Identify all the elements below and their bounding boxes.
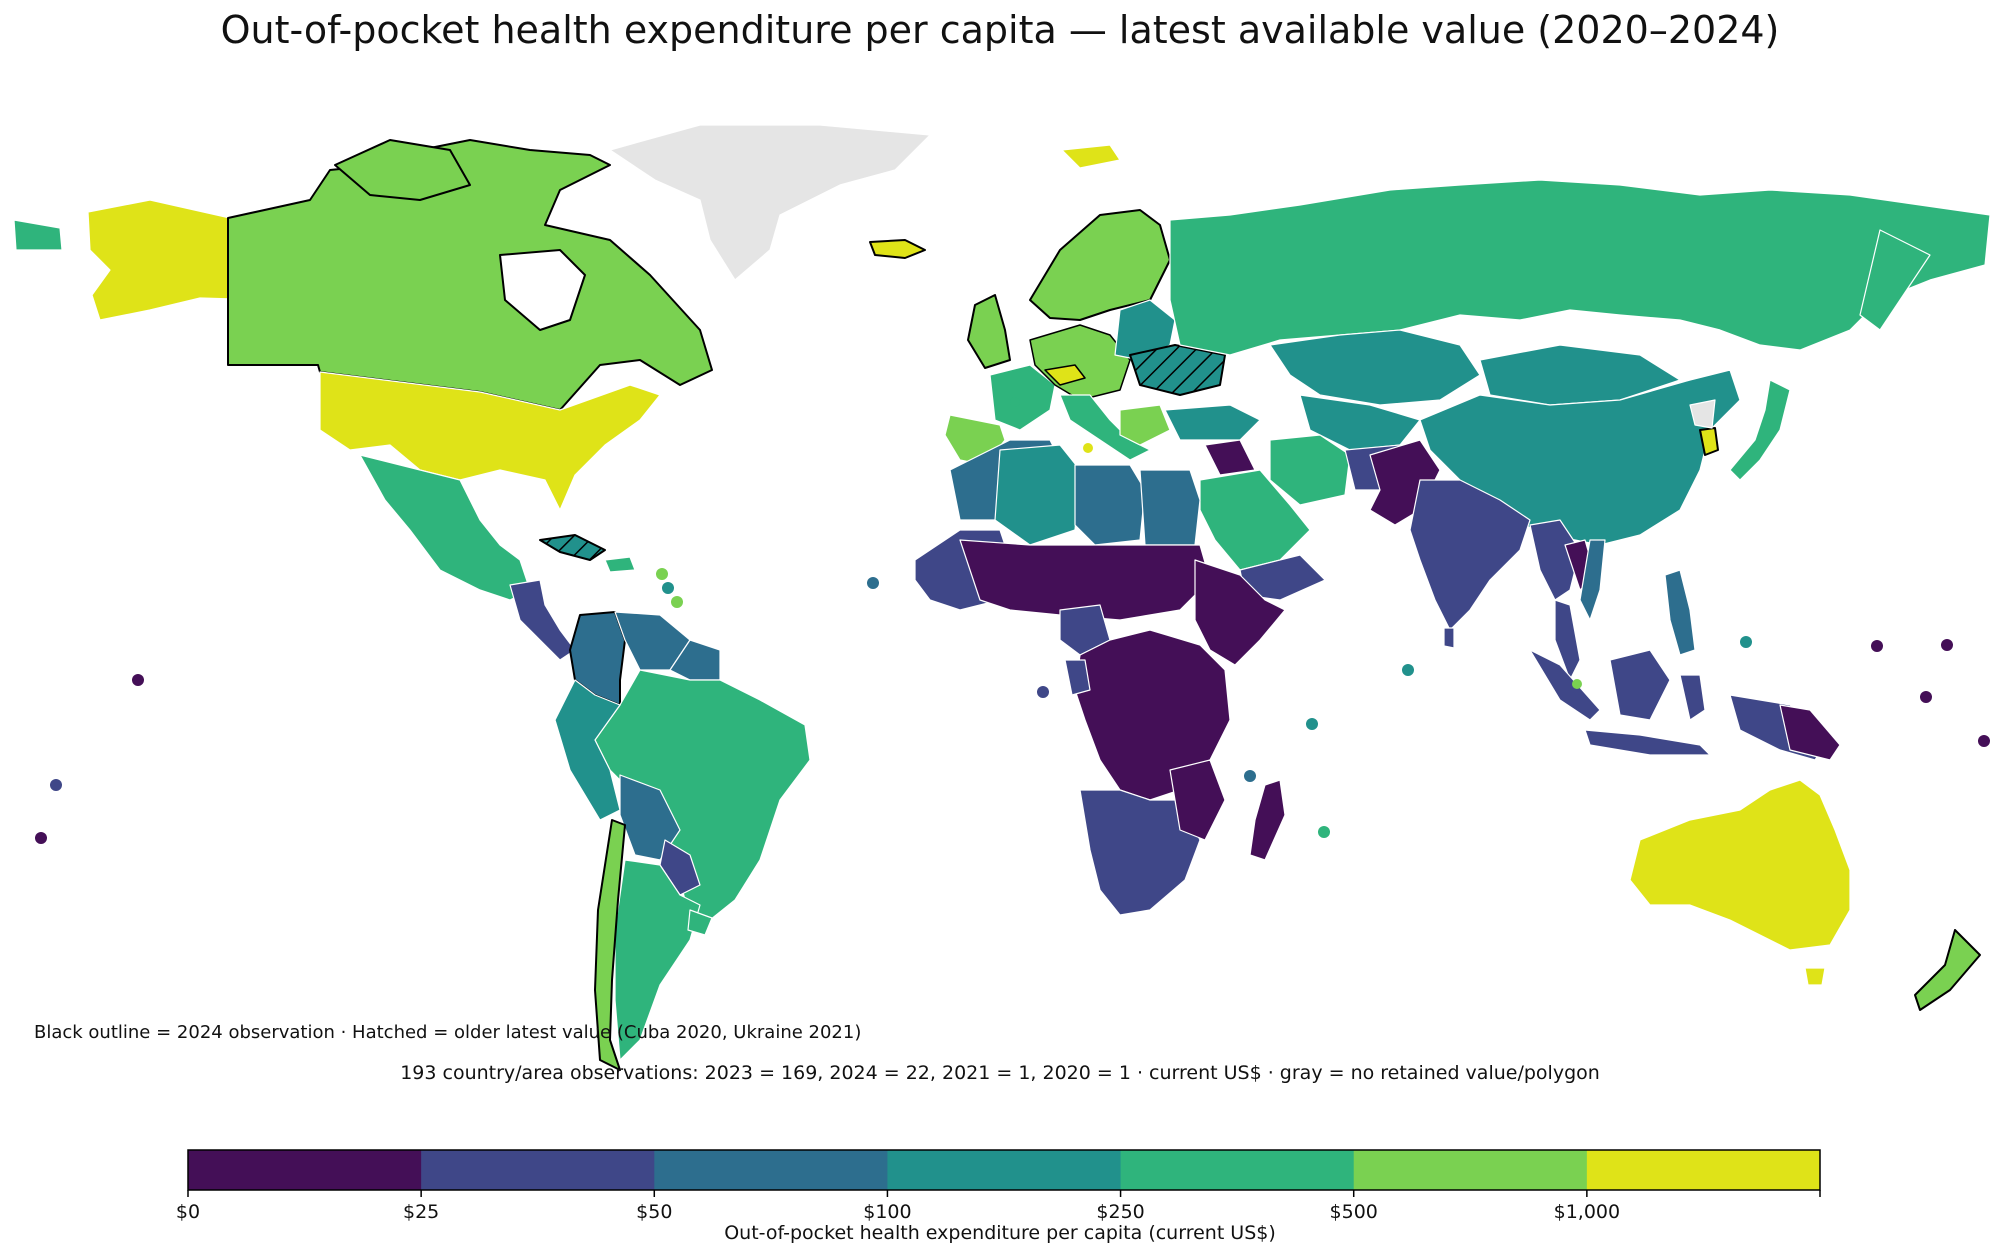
region-ukraine (1129, 344, 1226, 396)
region-russia (1169, 179, 1991, 356)
island-marker (1941, 639, 1953, 651)
region-hispaniola (604, 556, 636, 573)
region-myanmar-thailand (1529, 519, 1581, 601)
region-papua-new-guinea (1779, 704, 1841, 761)
region-turkey (1164, 404, 1261, 441)
island-marker (1083, 443, 1093, 453)
region-algeria (994, 444, 1081, 546)
island-marker (1010, 397, 1020, 407)
region-java-indonesia (1584, 729, 1711, 756)
region-russia-chukotka-west (13, 219, 63, 251)
region-madagascar (1249, 779, 1286, 861)
island-marker (656, 568, 668, 580)
region-mongolia (1479, 344, 1681, 406)
region-iraq-syria (1204, 439, 1256, 476)
island-marker (662, 582, 674, 594)
island-marker (35, 832, 47, 844)
region-chile (594, 819, 626, 1071)
island-marker (1978, 735, 1990, 747)
island-marker (50, 779, 62, 791)
region-new-zealand (1914, 929, 1981, 1011)
region-iceland (869, 239, 926, 259)
island-marker (1572, 679, 1582, 689)
region-iran (1269, 434, 1351, 506)
island-marker (671, 596, 683, 608)
island-marker (867, 577, 879, 589)
region-eastern-europe (1114, 299, 1176, 361)
island-marker (1318, 826, 1330, 838)
region-mexico (359, 454, 531, 601)
region-sri-lanka (1443, 627, 1455, 649)
region-vietnam (1579, 539, 1606, 621)
region-svalbard (1061, 144, 1121, 169)
region-australia (1629, 779, 1851, 951)
region-paraguay (659, 839, 701, 896)
legend-note: Black outline = 2024 observation · Hatch… (34, 1022, 862, 1043)
region-central-america (509, 579, 576, 661)
region-egypt (1139, 469, 1201, 546)
island-marker (1244, 770, 1256, 782)
region-mozambique-zimbabwe (1169, 759, 1226, 841)
small-island-markers (35, 397, 1990, 844)
region-philippines (1664, 569, 1696, 656)
region-southern-africa (1079, 789, 1201, 916)
region-italy-balkans (1059, 394, 1151, 461)
region-japan (1729, 379, 1791, 481)
region-canada (227, 139, 713, 411)
region-central-europe (1029, 324, 1131, 401)
map-title: Out-of-pocket health expenditure per cap… (220, 8, 1780, 52)
region-cuba (539, 534, 606, 561)
region-malay-peninsula (1554, 599, 1581, 681)
region-uk-ireland (967, 294, 1011, 369)
island-marker (132, 674, 144, 686)
region-libya (1074, 464, 1146, 546)
region-sumatra (1529, 649, 1601, 721)
region-canada-islands (334, 139, 471, 201)
region-gabon (1064, 659, 1091, 696)
region-greece-turkey (1119, 404, 1171, 446)
region-kamchatka (1859, 229, 1931, 331)
region-horn-of-africa (1194, 559, 1286, 666)
region-uruguay (687, 909, 713, 936)
region-kazakhstan (1269, 329, 1481, 406)
island-marker (1402, 664, 1414, 676)
region-borneo (1609, 649, 1671, 721)
region-korea-north (1689, 399, 1716, 429)
island-marker (1920, 691, 1932, 703)
island-marker (1037, 686, 1049, 698)
region-korea-south (1699, 427, 1719, 456)
region-peru (554, 679, 621, 821)
colorbar-title: Out-of-pocket health expenditure per cap… (724, 1222, 1276, 1244)
region-sulawesi (1679, 674, 1706, 721)
region-tasmania (1804, 967, 1826, 986)
region-hudson-bay (499, 249, 586, 331)
region-greenland (609, 124, 931, 281)
island-marker (1871, 640, 1883, 652)
region-argentina (614, 859, 701, 1061)
region-switzerland (1044, 364, 1086, 386)
region-bolivia (619, 774, 681, 861)
observation-summary: 193 country/area observations: 2023 = 16… (400, 1062, 1600, 1084)
region-united-states (319, 371, 661, 511)
island-marker (1306, 718, 1318, 730)
region-alaska (87, 199, 269, 321)
region-india (1409, 479, 1531, 631)
region-france (989, 364, 1056, 431)
island-marker (1740, 636, 1752, 648)
